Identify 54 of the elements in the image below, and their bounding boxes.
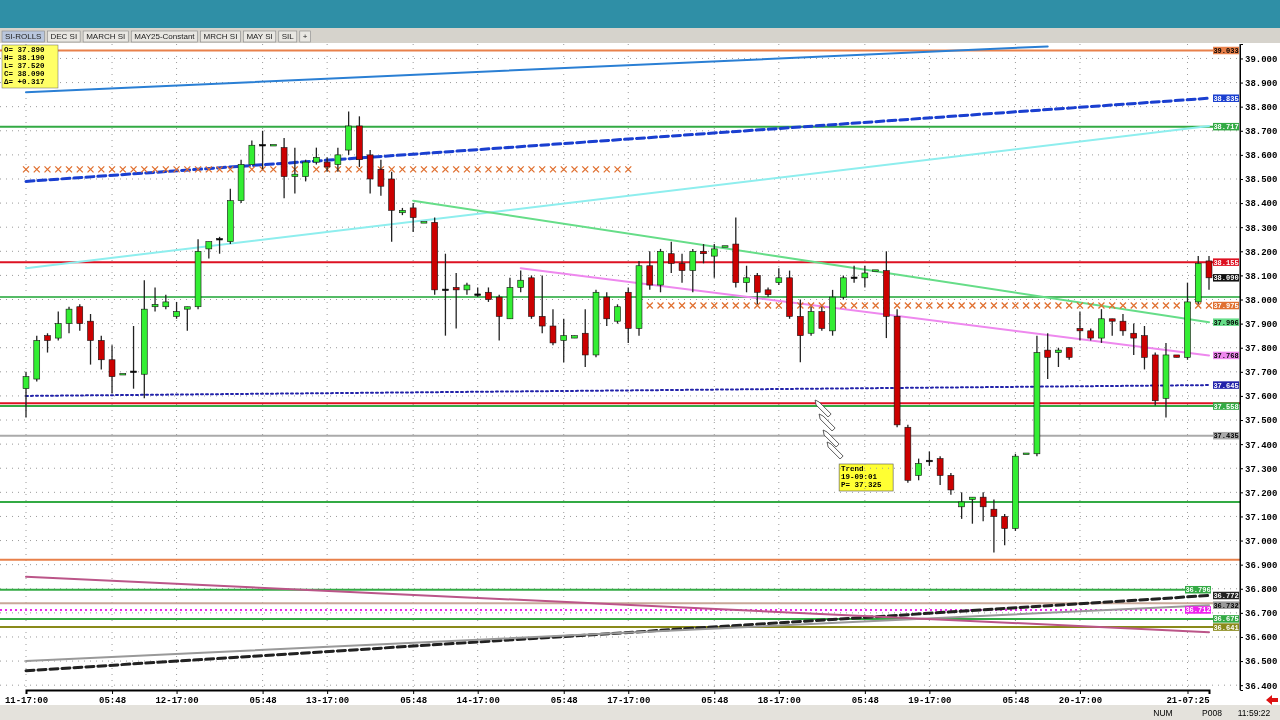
y-tick-label: 37.800: [1245, 344, 1278, 355]
y-tick-label: 37.600: [1245, 392, 1278, 403]
x-tick-label: 05:48: [851, 696, 879, 707]
y-tick-label: 36.400: [1245, 681, 1278, 692]
x-tick-label: 20-17:00: [1058, 696, 1103, 707]
y-tick-label: 36.600: [1245, 633, 1278, 644]
y-tick-label: 38.400: [1245, 199, 1278, 210]
text: SI-ROLLS: [5, 32, 42, 41]
text: MRCH SI: [203, 32, 238, 41]
x-tick-label: 17-17:00: [607, 696, 651, 707]
y-tick-label: 37.300: [1245, 464, 1278, 475]
text: MAY25-Constant: [134, 32, 196, 41]
text: MAY SI: [246, 32, 273, 41]
y-tick-label: 36.800: [1245, 585, 1278, 596]
y-tick-label: 37.200: [1245, 488, 1278, 499]
x-tick-label: 14-17:00: [456, 696, 500, 707]
x-tick-label: 13-17:00: [306, 696, 350, 707]
x-tick-label: 05:48: [400, 696, 428, 707]
y-tick-label: 36.500: [1245, 657, 1278, 668]
text: +: [302, 32, 308, 41]
y-tick-label: 36.700: [1245, 609, 1278, 620]
y-tick-label: 37.900: [1245, 319, 1278, 330]
y-tick-label: 38.900: [1245, 78, 1278, 89]
y-tick-label: 38.000: [1245, 295, 1278, 306]
y-tick-label: 37.400: [1245, 440, 1278, 451]
y-tick-label: 38.100: [1245, 271, 1278, 282]
y-tick-label: 38.600: [1245, 151, 1278, 162]
x-tick-label: 05:48: [249, 696, 277, 707]
x-tick-label: 05:48: [1002, 696, 1030, 707]
x-tick-label: 05:48: [99, 696, 127, 707]
text: 11:59:22: [1237, 708, 1271, 718]
x-tick-label: 05:48: [550, 696, 578, 707]
text: NUM: [1153, 708, 1173, 718]
y-tick-label: 38.500: [1245, 175, 1278, 186]
text: SIL: [281, 32, 295, 41]
y-tick-label: 38.700: [1245, 127, 1278, 138]
x-tick-label: 21-07:25: [1166, 696, 1210, 707]
text: P008: [1202, 708, 1223, 718]
y-tick-label: 37.700: [1245, 368, 1278, 379]
y-tick-label: 37.500: [1245, 416, 1278, 427]
y-tick-label: 38.800: [1245, 103, 1278, 114]
text: MARCH SI: [86, 32, 126, 41]
y-tick-label: 37.000: [1245, 536, 1278, 547]
y-tick-label: 39.000: [1245, 54, 1278, 65]
x-tick-label: 18-17:00: [757, 696, 801, 707]
x-tick-label: 19-17:00: [908, 696, 952, 707]
y-tick-label: 36.900: [1245, 561, 1278, 572]
text: DEC SI: [50, 32, 78, 41]
y-tick-label: 38.200: [1245, 247, 1278, 258]
x-tick-label: 11-17:00: [4, 696, 49, 707]
y-tick-label: 37.100: [1245, 512, 1278, 523]
x-tick-label: 05:48: [701, 696, 729, 707]
y-tick-label: 38.300: [1245, 223, 1278, 234]
x-tick-label: 12-17:00: [155, 696, 199, 707]
